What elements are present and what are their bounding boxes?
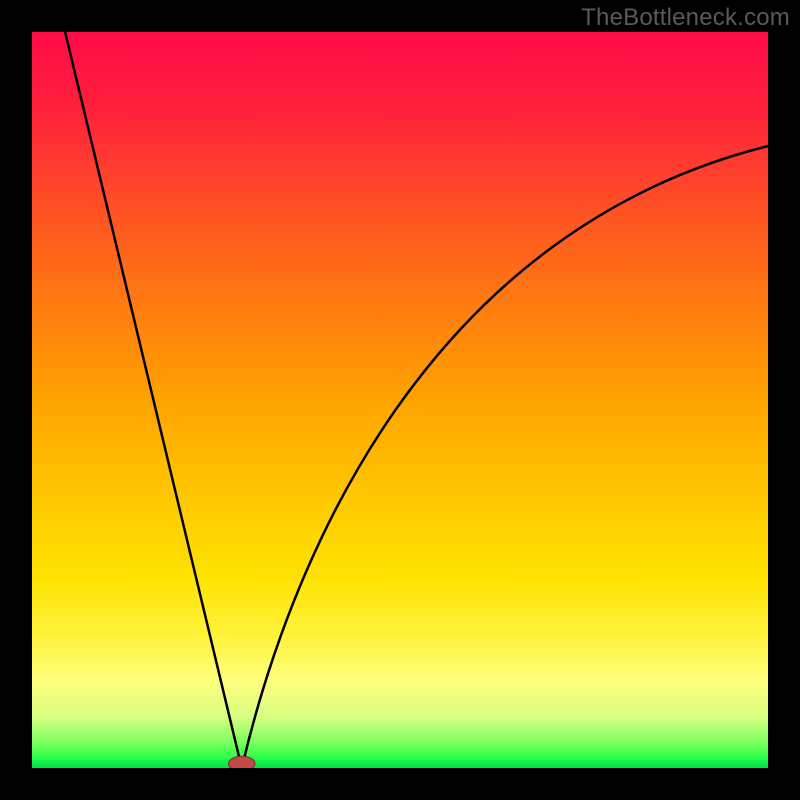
chart-background bbox=[32, 32, 768, 768]
watermark-text: TheBottleneck.com bbox=[581, 4, 790, 32]
bottleneck-chart bbox=[32, 32, 768, 768]
page-root: TheBottleneck.com bbox=[0, 0, 800, 800]
vertex-marker bbox=[229, 756, 255, 768]
chart-svg bbox=[32, 32, 768, 768]
